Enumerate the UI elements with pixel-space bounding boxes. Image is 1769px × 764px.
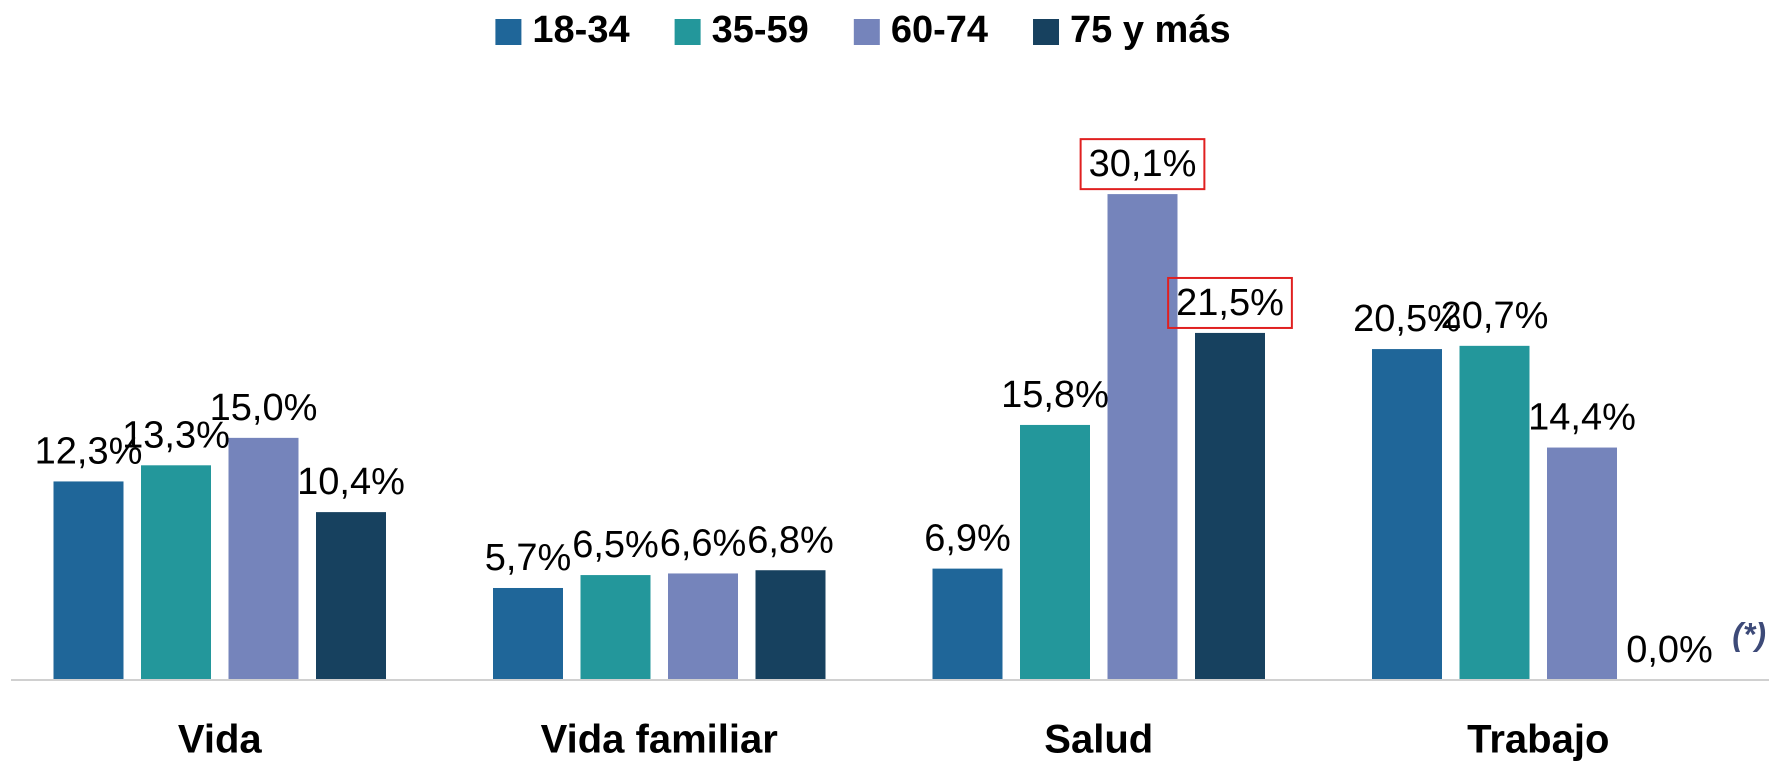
data-label: 30,1% <box>1089 143 1197 185</box>
data-label: 13,3% <box>122 414 230 456</box>
x-tick-label: Vida <box>178 718 263 762</box>
bar <box>755 570 826 680</box>
data-label: 6,9% <box>924 518 1011 560</box>
bar <box>316 512 386 680</box>
data-label: 20,7% <box>1441 295 1549 337</box>
legend-label: 18-34 <box>532 9 629 51</box>
legend-swatch <box>674 19 701 45</box>
bar <box>580 575 651 680</box>
annotation: (*) <box>1732 616 1766 652</box>
bar <box>493 587 563 680</box>
bar <box>228 437 299 680</box>
bar <box>53 481 124 680</box>
data-label: 12,3% <box>35 430 143 472</box>
legend-label: 60-74 <box>891 9 988 51</box>
legend-swatch <box>495 19 522 45</box>
data-label: 6,8% <box>747 519 834 561</box>
data-label: 14,4% <box>1528 397 1636 439</box>
bar <box>1195 332 1265 680</box>
bar <box>1107 194 1178 680</box>
bar <box>1547 447 1617 680</box>
legend-label: 75 y más <box>1070 9 1231 51</box>
data-label: 20,5% <box>1353 298 1461 340</box>
data-label: 10,4% <box>297 461 405 503</box>
data-label: 6,5% <box>572 524 659 566</box>
x-tick-label: Vida familiar <box>541 718 778 762</box>
bar <box>1372 349 1442 680</box>
bar <box>141 465 211 680</box>
bar <box>1020 424 1090 680</box>
data-label: 21,5% <box>1176 282 1284 324</box>
data-label: 15,0% <box>210 387 318 429</box>
data-label: 5,7% <box>485 537 572 579</box>
legend-label: 35-59 <box>712 9 809 51</box>
legend-swatch <box>1033 19 1060 45</box>
legend-swatch <box>853 19 880 45</box>
data-label: 6,6% <box>660 522 747 564</box>
bar <box>668 573 738 680</box>
highlight-box <box>1167 276 1293 329</box>
data-label: 15,8% <box>1001 374 1109 416</box>
x-tick-label: Salud <box>1044 718 1153 762</box>
data-label: 0,0% <box>1626 629 1713 671</box>
x-tick-label: Trabajo <box>1467 718 1609 762</box>
bar <box>932 568 1003 680</box>
highlight-box <box>1079 138 1206 191</box>
bar <box>1459 345 1530 680</box>
